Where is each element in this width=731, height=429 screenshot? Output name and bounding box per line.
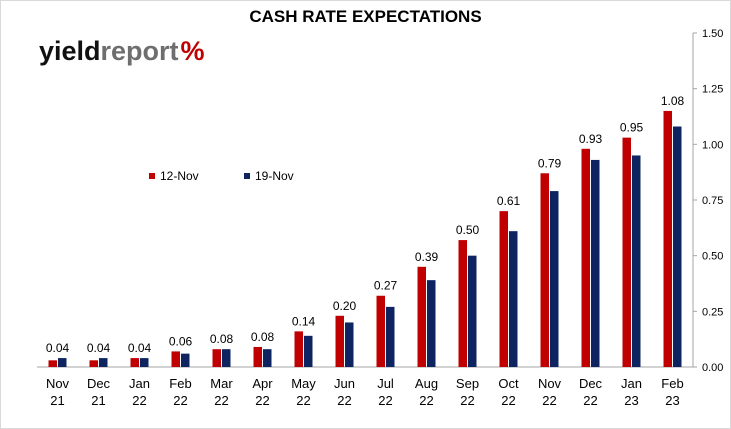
logo-percent-icon: % — [180, 36, 205, 66]
data-label: 0.39 — [415, 250, 439, 264]
legend-label-19-nov: 19-Nov — [255, 169, 294, 183]
bar-series-12-nov — [663, 110, 672, 367]
bar-series-19-nov — [509, 231, 518, 367]
bar-series-12-nov — [622, 137, 631, 367]
bar-series-12-nov — [417, 266, 426, 367]
data-label: 0.27 — [374, 279, 398, 293]
bar-series-19-nov — [263, 349, 272, 367]
bar-series-19-nov — [99, 358, 108, 367]
data-label: 0.93 — [579, 132, 603, 146]
bar-series-19-nov — [181, 353, 190, 367]
bar-series-12-nov — [540, 173, 549, 367]
data-label: 0.04 — [46, 341, 70, 355]
legend-label-12-nov: 12-Nov — [160, 169, 199, 183]
bar-series-12-nov — [171, 351, 180, 367]
x-tick-label: Feb 23 — [661, 376, 683, 408]
bar-series-19-nov — [591, 159, 600, 367]
bar-series-19-nov — [427, 280, 436, 367]
y-tick-label: 0.25 — [702, 306, 723, 318]
x-tick-label: Oct 22 — [498, 376, 519, 408]
data-label: 1.08 — [661, 94, 685, 108]
bar-series-12-nov — [335, 315, 344, 367]
x-tick-label: Nov 21 — [46, 376, 70, 408]
bar-series-19-nov — [58, 358, 67, 367]
x-tick-label: Jan 23 — [621, 376, 642, 408]
legend-swatch-12-nov — [149, 173, 155, 179]
x-tick-label: Dec 21 — [87, 376, 111, 408]
bar-series-19-nov — [550, 191, 559, 367]
y-tick-label: 1.25 — [702, 84, 723, 96]
yieldreport-logo: yieldreport% — [39, 33, 205, 69]
legend-item-19-nov: 19-Nov — [244, 169, 294, 183]
y-tick-label: 0.00 — [702, 362, 723, 374]
bar-series-12-nov — [294, 331, 303, 367]
x-tick-label: Nov 22 — [538, 376, 562, 408]
bar-series-12-nov — [458, 240, 467, 367]
bar-series-19-nov — [386, 306, 395, 367]
x-tick-label: Apr 22 — [252, 376, 273, 408]
legend-item-12-nov: 12-Nov — [149, 169, 199, 183]
x-tick-label: Jul 22 — [377, 376, 394, 408]
y-tick-label: 0.50 — [702, 251, 723, 263]
y-tick-label: 1.50 — [702, 28, 723, 40]
data-label: 0.95 — [620, 121, 644, 135]
bar-series-12-nov — [376, 295, 385, 367]
bar-series-19-nov — [673, 126, 682, 368]
bar-series-19-nov — [222, 349, 231, 367]
bar-series-12-nov — [130, 358, 139, 367]
chart-title: CASH RATE EXPECTATIONS — [249, 7, 482, 26]
data-label: 0.50 — [456, 223, 480, 237]
bar-series-19-nov — [632, 155, 641, 367]
x-tick-label: Dec 22 — [579, 376, 603, 408]
data-label: 0.08 — [251, 330, 275, 344]
bar-series-12-nov — [499, 211, 508, 367]
data-label: 0.61 — [497, 194, 521, 208]
y-tick-label: 1.00 — [702, 139, 723, 151]
bar-series-12-nov — [581, 148, 590, 367]
data-label: 0.06 — [169, 334, 193, 348]
x-tick-label: Jun 22 — [334, 376, 355, 408]
x-tick-label: Jan 22 — [129, 376, 150, 408]
data-label: 0.08 — [210, 332, 234, 346]
data-label: 0.20 — [333, 299, 357, 313]
bar-series-12-nov — [48, 360, 57, 367]
data-label: 0.04 — [87, 341, 111, 355]
bar-series-19-nov — [468, 255, 477, 367]
x-tick-label: May 22 — [291, 376, 316, 408]
x-tick-label: Aug 22 — [415, 376, 438, 408]
logo-text-report: report — [100, 36, 179, 66]
y-tick-label: 0.75 — [702, 195, 723, 207]
data-label: 0.14 — [292, 314, 316, 328]
bar-series-19-nov — [140, 358, 149, 367]
x-tick-label: Mar 22 — [210, 376, 233, 408]
bar-series-19-nov — [304, 335, 313, 367]
bar-series-12-nov — [212, 349, 221, 367]
logo-text-yield: yield — [39, 36, 101, 66]
data-label: 0.04 — [128, 341, 152, 355]
data-label: 0.79 — [538, 156, 562, 170]
legend-swatch-19-nov — [244, 173, 250, 179]
x-tick-label: Sep 22 — [456, 376, 479, 408]
bar-series-12-nov — [89, 360, 98, 367]
x-tick-label: Feb 22 — [169, 376, 191, 408]
bar-series-12-nov — [253, 346, 262, 367]
bar-series-19-nov — [345, 322, 354, 367]
